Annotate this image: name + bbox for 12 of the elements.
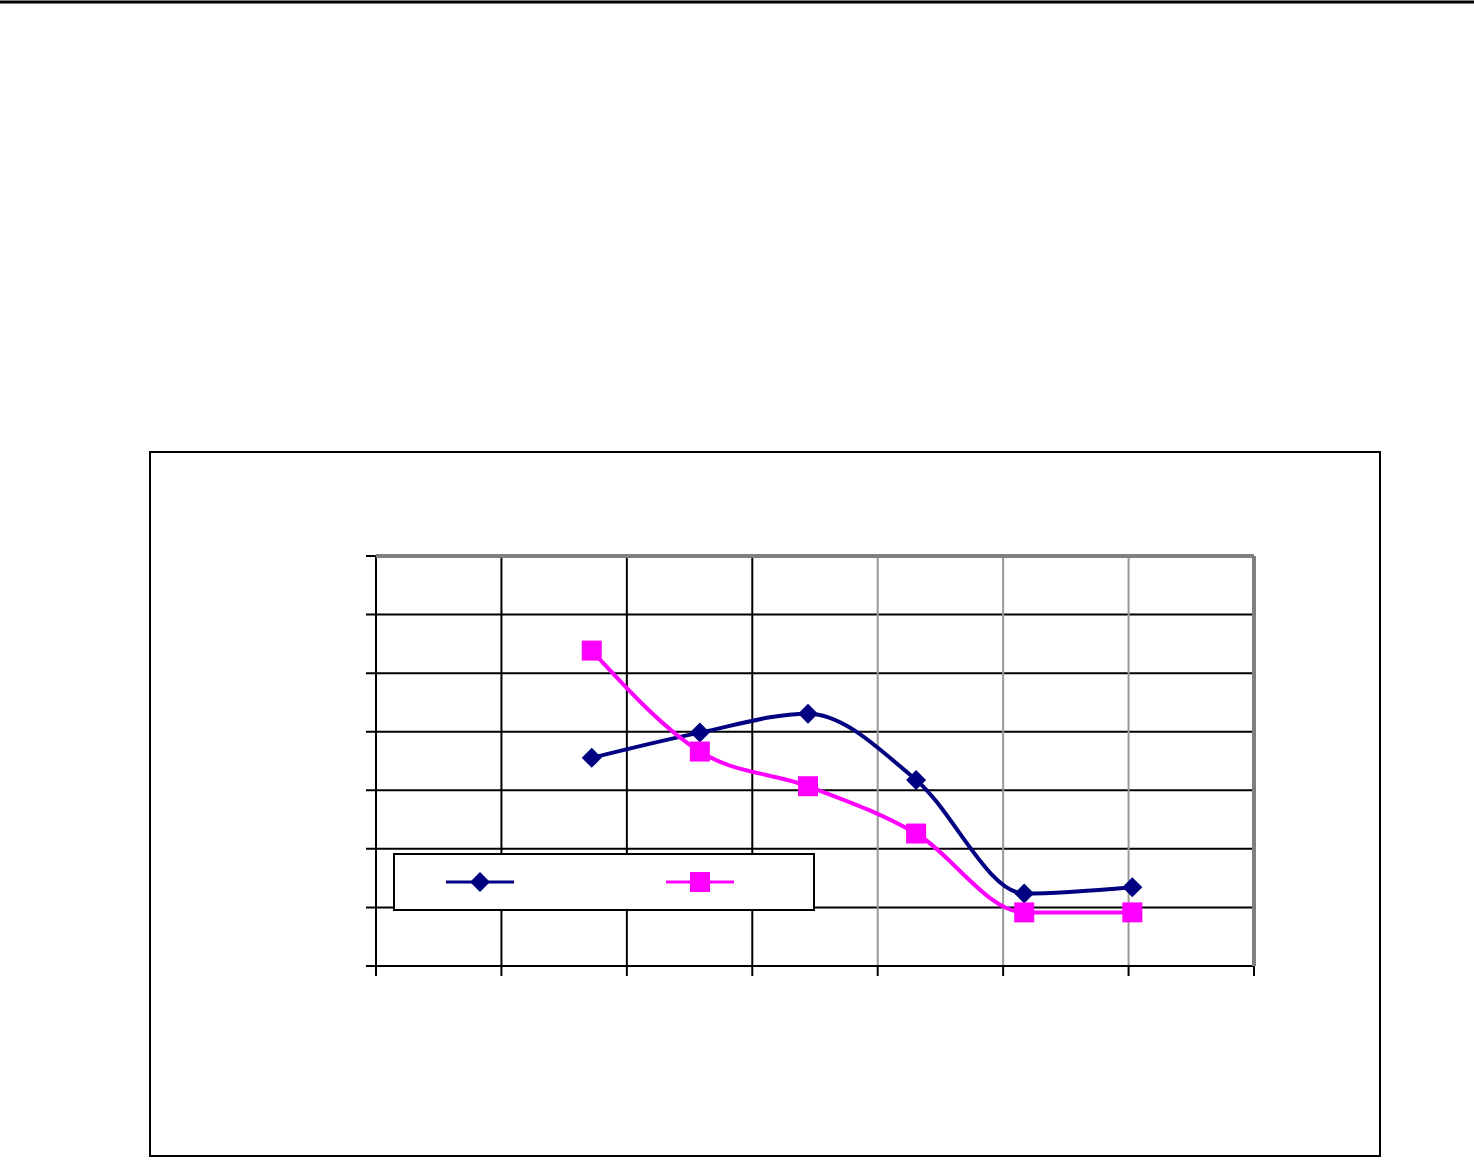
point [689, 722, 710, 743]
point [1014, 902, 1035, 923]
point [1014, 883, 1035, 904]
point [1122, 877, 1143, 898]
point [906, 769, 927, 790]
point [689, 741, 710, 762]
point [581, 747, 602, 768]
point [581, 640, 602, 661]
point [906, 823, 927, 844]
point [797, 776, 818, 797]
point [797, 703, 818, 724]
point [1122, 902, 1143, 923]
